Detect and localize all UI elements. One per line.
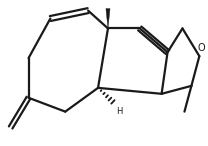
Text: O: O — [198, 43, 205, 53]
Polygon shape — [106, 9, 110, 28]
Text: H: H — [116, 107, 122, 116]
